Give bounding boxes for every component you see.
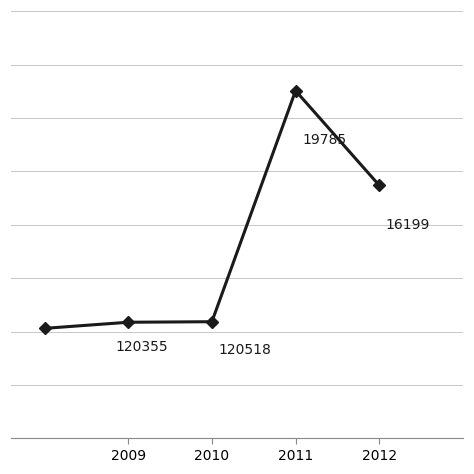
Text: 16199: 16199 (386, 218, 430, 232)
Text: 19785: 19785 (302, 133, 346, 147)
Text: 120518: 120518 (219, 343, 272, 357)
Text: 120355: 120355 (116, 340, 168, 354)
